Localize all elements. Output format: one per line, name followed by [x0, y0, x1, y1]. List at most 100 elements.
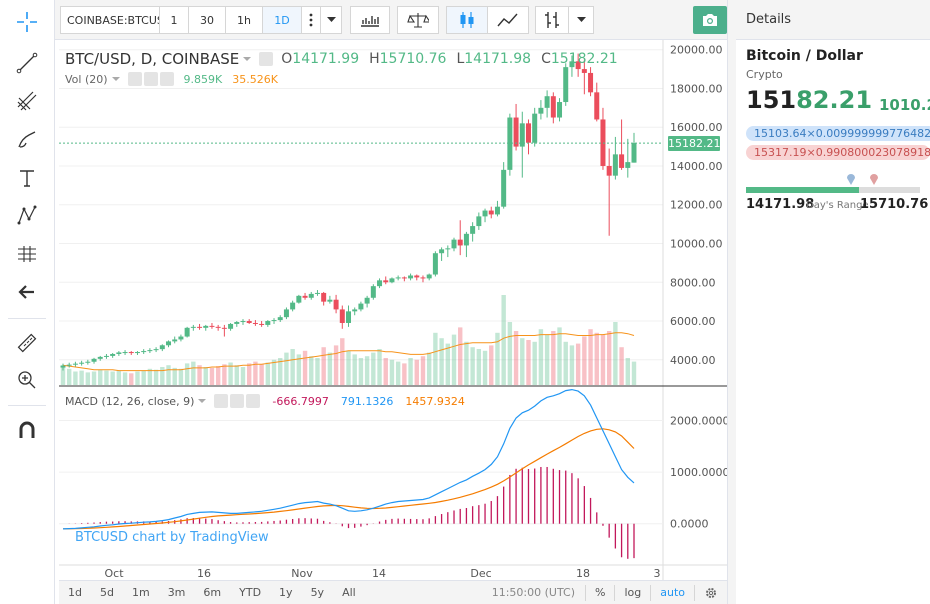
volume-bar — [371, 352, 376, 385]
macd-histogram-value: -666.7997 — [272, 394, 329, 408]
chart-pane[interactable]: 20000.00 18000.00 16000.00 14000.00 12000.00… — [59, 40, 727, 580]
range-1d-button[interactable]: 1d — [68, 586, 82, 599]
range-1y-button[interactable]: 1y — [279, 586, 293, 599]
candle-body — [159, 345, 165, 350]
candle-body — [377, 280, 383, 287]
volume-bar — [228, 362, 233, 385]
candle-body — [525, 123, 531, 143]
volume-bar — [631, 361, 637, 385]
bar-style-icon[interactable] — [535, 6, 569, 34]
ohlc-label: H — [369, 51, 380, 67]
interval-1h-button[interactable]: 1h — [225, 6, 263, 34]
volume-bar — [333, 345, 339, 385]
tradingview-watermark-link[interactable]: BTCUSD chart by TradingView — [75, 530, 269, 545]
back-arrow-icon[interactable] — [14, 279, 40, 305]
volume-bar — [613, 322, 618, 385]
volume-bar — [203, 367, 208, 385]
ruler-icon[interactable] — [14, 330, 40, 356]
volume-bar — [110, 371, 115, 385]
pattern-icon[interactable] — [14, 202, 40, 228]
chevron-down-icon[interactable] — [198, 398, 207, 404]
symbol-search-input[interactable]: COINBASE:BTCUSD — [60, 6, 160, 34]
volume-bar — [501, 295, 506, 385]
bid-marker-icon — [847, 174, 855, 185]
interval-1-button[interactable]: 1 — [159, 6, 189, 34]
volume-bar — [526, 340, 531, 385]
fib-tools-icon[interactable] — [14, 88, 40, 114]
candle-body — [550, 96, 556, 118]
volume-bar — [606, 331, 612, 385]
trend-line-icon[interactable] — [14, 50, 40, 76]
symbol-title[interactable]: BTC/USD, D, COINBASE — [65, 50, 240, 68]
price-tick-label: 10000.00 — [670, 238, 723, 251]
crosshair-icon[interactable] — [14, 9, 40, 35]
interval-1d-button[interactable]: 1D — [262, 6, 302, 34]
volume-bar — [129, 373, 134, 385]
candle-body — [389, 278, 395, 283]
days-range-fill — [746, 187, 860, 193]
candle-body — [538, 107, 544, 114]
volume-bar — [259, 364, 264, 385]
chevron-down-icon[interactable] — [320, 6, 342, 34]
toolbar-divider — [8, 405, 46, 406]
range-6m-button[interactable]: 6m — [203, 586, 222, 599]
chevron-down-icon[interactable] — [243, 56, 252, 62]
line-chart-icon[interactable] — [487, 6, 529, 34]
panel-splitter[interactable] — [727, 0, 736, 604]
brush-icon[interactable] — [14, 127, 40, 153]
eye-icon — [214, 394, 229, 408]
snapshot-button[interactable] — [693, 6, 727, 34]
legend-visibility-icon[interactable] — [259, 52, 274, 66]
candle-body — [401, 277, 407, 279]
ohlc-open: O14171.99 — [281, 51, 359, 67]
range-5y-button[interactable]: 5y — [310, 586, 325, 599]
candle-body — [488, 210, 494, 215]
utc-clock[interactable]: 11:50:00 (UTC) — [491, 586, 575, 599]
magnet-icon[interactable] — [14, 417, 40, 443]
macd-study-label[interactable]: MACD (12, 26, close, 9) — [65, 394, 195, 408]
ohlc-label: O — [281, 51, 293, 67]
chart-canvas[interactable]: 20000.00 18000.00 16000.00 14000.00 12000.00… — [59, 40, 727, 580]
volume-bar — [302, 350, 308, 385]
indicators-icon[interactable] — [350, 6, 390, 34]
range-ytd-button[interactable]: YTD — [239, 586, 262, 599]
study-controls[interactable] — [214, 394, 261, 408]
auto-scale-toggle[interactable]: auto — [660, 586, 685, 599]
volume-bar — [79, 370, 84, 385]
percent-toggle[interactable]: % — [595, 586, 606, 599]
last-price-tag: 15182.21 — [668, 135, 721, 151]
volume-study-label[interactable]: Vol (20) — [65, 72, 108, 86]
volume-bar — [625, 358, 630, 385]
volume-bar — [439, 338, 444, 385]
candles-icon[interactable] — [446, 6, 488, 34]
interval-30-button[interactable]: 30 — [188, 6, 226, 34]
range-5d-button[interactable]: 5d — [99, 586, 114, 599]
candle-body — [66, 364, 72, 366]
candle-body — [290, 302, 296, 310]
ohlc-close: C15182.21 — [541, 51, 618, 67]
details-header: Details — [736, 0, 930, 40]
candle-body — [296, 295, 302, 303]
price-prefix: 151 — [746, 86, 797, 114]
volume-bar — [600, 334, 606, 385]
details-panel: Details Bitcoin / Dollar Crypto 15182.21… — [736, 0, 930, 604]
range-1m-button[interactable]: 1m — [131, 586, 150, 599]
zoom-in-icon[interactable] — [14, 367, 40, 393]
range-3m-button[interactable]: 3m — [167, 586, 186, 599]
study-controls[interactable] — [127, 72, 174, 86]
candle-body — [346, 311, 351, 323]
volume-bar — [594, 332, 599, 385]
chevron-down-icon[interactable] — [568, 6, 594, 34]
text-tool-icon[interactable] — [14, 165, 40, 191]
chevron-down-icon[interactable] — [111, 76, 120, 82]
settings-gear-icon[interactable] — [695, 582, 727, 604]
more-intervals-icon[interactable] — [301, 6, 321, 34]
compare-scales-icon[interactable] — [397, 6, 439, 34]
price-suffix: 82.21 — [796, 86, 873, 114]
candle-body — [513, 117, 519, 147]
log-toggle[interactable]: log — [624, 586, 642, 599]
macd-tick-label: 1000.0000 — [670, 466, 727, 479]
candle-body — [606, 165, 612, 176]
prediction-icon[interactable] — [14, 241, 40, 267]
range-all-button[interactable]: All — [342, 586, 356, 599]
